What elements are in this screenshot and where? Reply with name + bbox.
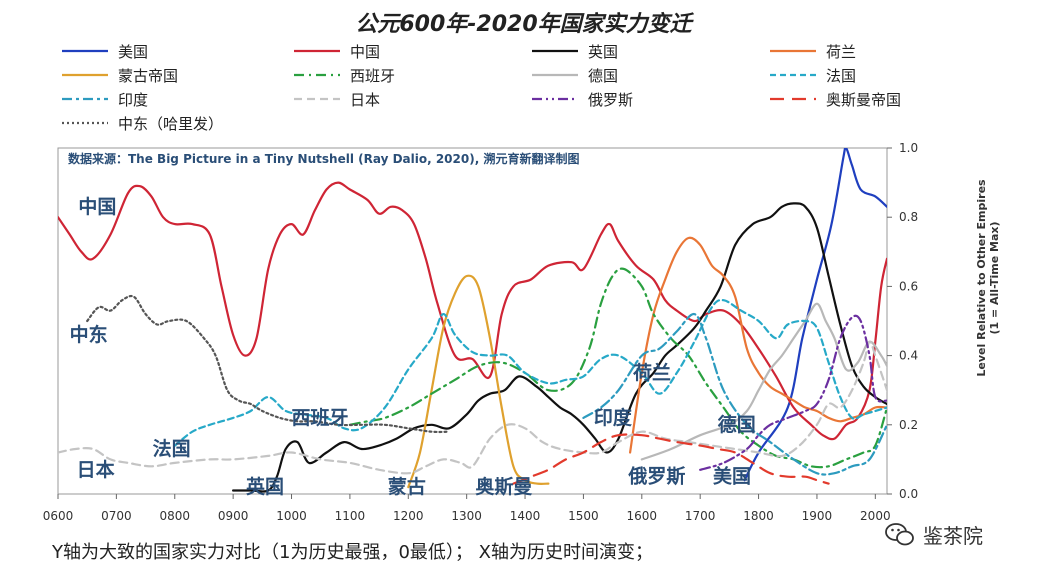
series-line-西班牙 — [348, 267, 887, 469]
annotation-label: 英国 — [246, 475, 284, 498]
annotation-label: 蒙古 — [388, 475, 426, 498]
legend-label: 奥斯曼帝国 — [826, 90, 902, 109]
annotation-label: 奥斯曼 — [475, 475, 532, 498]
x-tick-label: 1300 — [451, 509, 482, 523]
legend-item: 法国 — [768, 64, 856, 86]
legend-swatch — [62, 49, 108, 53]
watermark-text: 鉴茶院 — [923, 524, 983, 548]
legend-swatch — [770, 73, 816, 77]
legend-swatch — [532, 49, 578, 53]
annotation-label: 俄罗斯 — [627, 465, 685, 488]
series-line-俄罗斯 — [699, 314, 887, 471]
legend-item: 俄罗斯 — [530, 88, 633, 110]
series-line-印度 — [582, 313, 887, 476]
legend-label: 英国 — [588, 42, 619, 61]
y-axis-label: Level Relative to Other Empires (1 = All… — [975, 179, 1001, 377]
legend-swatch — [770, 97, 816, 101]
series-line-德国 — [640, 302, 887, 461]
y-tick-label: 0.2 — [899, 418, 918, 432]
legend-label: 中国 — [350, 42, 381, 61]
x-tick-label: 1200 — [393, 509, 424, 523]
source-note: 数据来源：The Big Picture in a Tiny Nutshell … — [68, 152, 580, 166]
legend-label: 德国 — [588, 66, 619, 85]
series-line-法国 — [173, 298, 887, 447]
legend-item: 荷兰 — [768, 40, 856, 62]
legend-swatch — [62, 73, 108, 77]
x-tick-label: 1500 — [568, 509, 599, 523]
legend-swatch — [62, 121, 108, 125]
watermark: 鉴茶院 — [885, 520, 983, 549]
legend-item: 印度 — [60, 88, 148, 110]
wechat-icon — [885, 522, 914, 545]
legend-label: 日本 — [350, 90, 381, 109]
series-line-荷兰 — [629, 236, 887, 454]
annotation-label: 美国 — [713, 465, 751, 488]
legend-label: 中东（哈里发） — [118, 114, 224, 133]
plot-area: 0600 0700 0800 0900 1000 1100 1200 1300 1400 1500… — [0, 138, 1047, 533]
legend-item: 日本 — [292, 88, 380, 110]
series-line-英国 — [232, 202, 887, 493]
x-tick-label: 1600 — [627, 509, 658, 523]
annotation-label: 德国 — [718, 413, 756, 436]
chart-title: 公元600年-2020年国家实力变迁 — [355, 12, 692, 37]
series-line-蒙古帝国 — [407, 274, 550, 489]
annotation-label: 中国 — [78, 195, 116, 218]
x-tick-label: 1000 — [276, 509, 307, 523]
legend-label: 美国 — [118, 42, 149, 61]
legend-label: 荷兰 — [826, 42, 857, 61]
series-line-奥斯曼帝国 — [512, 433, 830, 485]
annotation-label: 中东 — [70, 323, 108, 346]
legend-item: 西班牙 — [292, 64, 395, 86]
x-tick-label: 1100 — [335, 509, 366, 523]
legend-item: 美国 — [60, 40, 148, 62]
series-line-中东（哈里发） — [86, 294, 451, 434]
legend-label: 俄罗斯 — [588, 90, 634, 109]
legend-swatch — [770, 49, 816, 53]
annotation-label: 印度 — [594, 406, 633, 429]
legend-swatch — [62, 97, 108, 101]
y-tick-label: 0.6 — [899, 279, 918, 293]
legend-swatch — [294, 73, 340, 77]
series-line-美国 — [743, 148, 887, 482]
legend-swatch — [294, 97, 340, 101]
y-tick-label: 0.4 — [899, 349, 918, 363]
legend-item: 中东（哈里发） — [60, 112, 223, 134]
legend-item: 德国 — [530, 64, 618, 86]
footer-note: Y轴为大致的国家实力对比（1为历史最强，0最低）； X轴为历史时间演变； — [52, 542, 653, 563]
x-tick-label: 1400 — [510, 509, 541, 523]
legend-item: 蒙古帝国 — [60, 64, 178, 86]
x-tick-label: 0800 — [159, 509, 190, 523]
legend-label: 法国 — [826, 66, 857, 85]
annotation-label: 法国 — [153, 437, 191, 460]
x-tick-label: 0700 — [101, 509, 132, 523]
x-tick-label: 0900 — [218, 509, 249, 523]
plot-frame — [57, 147, 888, 495]
legend-label: 西班牙 — [350, 66, 396, 85]
x-tick-label: 1900 — [802, 509, 833, 523]
legend-label: 印度 — [118, 90, 149, 109]
legend-item: 奥斯曼帝国 — [768, 88, 901, 110]
y-tick-label: 0.8 — [899, 210, 918, 224]
legend-item: 中国 — [292, 40, 380, 62]
series-line-中国 — [58, 181, 887, 441]
legend-swatch — [532, 73, 578, 77]
legend-item: 英国 — [530, 40, 618, 62]
x-tick-label: 2000 — [860, 509, 891, 523]
legend-swatch — [294, 49, 340, 53]
x-tick-label: 0600 — [43, 509, 74, 523]
line-chart: 0600 0700 0800 0900 1000 1100 1200 1300 1400 1500… — [43, 141, 918, 523]
legend-label: 蒙古帝国 — [118, 66, 179, 85]
legend-swatch — [532, 97, 578, 101]
annotation-label: 日本 — [77, 458, 115, 481]
annotation-label: 西班牙 — [292, 406, 349, 429]
x-tick-label: 1800 — [743, 509, 774, 523]
annotation-label: 荷兰 — [633, 361, 671, 384]
x-tick-label: 1700 — [685, 509, 716, 523]
legend: 美国 中国 英国 荷兰蒙古帝国 西班牙 德国 法国印度 日本 俄罗斯 奥斯曼帝国中东（哈里发） — [60, 40, 1020, 140]
series-line-日本 — [58, 340, 887, 475]
y-tick-label: 1.0 — [899, 141, 918, 155]
y-tick-label: 0.0 — [899, 487, 918, 501]
